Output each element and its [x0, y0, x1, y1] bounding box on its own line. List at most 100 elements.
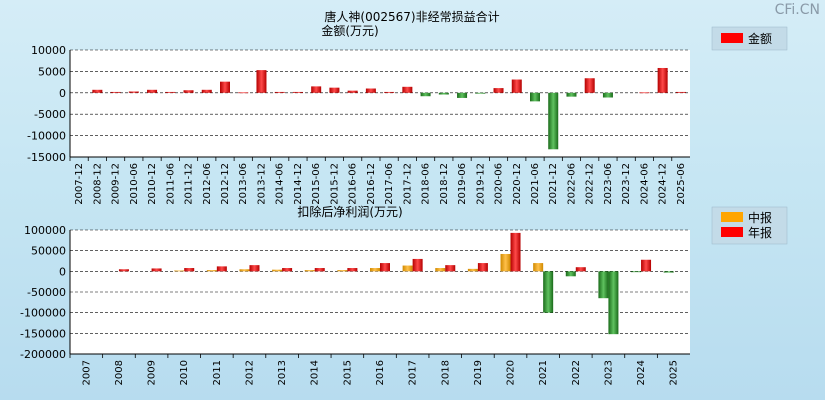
bar-年报-2009 — [151, 268, 162, 272]
bar-金额-2010-06 — [128, 91, 139, 93]
bar-年报-2016 — [380, 263, 390, 272]
bar-中报-2025 — [663, 271, 674, 273]
x-tick-label: 2023 — [603, 360, 614, 385]
bar-年报-2015 — [347, 268, 358, 272]
x-tick-label: 2011 — [212, 360, 223, 385]
bar-年报-2010 — [184, 268, 195, 272]
x-tick-label: 2014-06 — [275, 163, 286, 205]
chart2-subtitle: 扣除后净利润(万元) — [297, 204, 402, 219]
legend-label-amount: 金额 — [748, 31, 772, 46]
x-tick-label: 2020 — [506, 360, 517, 385]
x-tick-label: 2008-12 — [92, 163, 103, 205]
bar-金额-2024-12 — [657, 67, 668, 93]
x-tick-label: 2010-06 — [129, 163, 140, 205]
chart2-legend: 中报 年报 — [711, 206, 788, 245]
x-tick-label: 2015-06 — [311, 163, 322, 205]
x-tick-label: 2024-06 — [639, 163, 650, 205]
x-tick-label: 2010-12 — [147, 163, 158, 205]
x-tick-label: 2024 — [636, 360, 647, 385]
bar-中报-2016 — [370, 268, 380, 272]
chart1-subtitle: 金额(万元) — [321, 23, 378, 38]
bar-年报-2017 — [412, 258, 423, 272]
bar-中报-2013 — [272, 269, 283, 272]
x-tick-label: 2014-12 — [293, 163, 304, 205]
bar-中报-2021 — [533, 263, 544, 272]
chart1-legend: 金额 — [711, 26, 788, 51]
bar-金额-2014-06 — [274, 91, 285, 93]
x-tick-label: 2012-12 — [220, 163, 231, 205]
x-tick-label: 2016 — [375, 360, 386, 385]
x-tick-label: 2018-12 — [439, 163, 450, 205]
x-tick-label: 2014 — [310, 360, 321, 385]
bar-金额-2018-06 — [420, 92, 431, 97]
x-tick-label: 2012 — [244, 360, 255, 385]
y-tick-label: -10000 — [27, 130, 66, 143]
y-tick-label: 5000 — [38, 65, 66, 78]
bar-年报-2019 — [477, 263, 488, 272]
y-tick-label: 50000 — [31, 245, 66, 258]
bar-金额-2022-12 — [584, 78, 595, 93]
x-tick-label: 2021-12 — [548, 163, 559, 205]
bar-中报-2012 — [239, 269, 250, 272]
legend-swatch-amount — [721, 33, 743, 43]
y-tick-label: 0 — [59, 265, 66, 278]
bar-金额-2015-12 — [329, 87, 340, 93]
x-tick-label: 2020-12 — [512, 163, 523, 205]
bar-金额-2012-12 — [220, 81, 230, 93]
bar-金额-2016-12 — [365, 88, 376, 93]
x-tick-label: 2017-06 — [384, 163, 395, 205]
x-tick-label: 2022-12 — [585, 163, 596, 205]
bar-中报-2020 — [500, 253, 511, 272]
bar-年报-2008 — [118, 269, 129, 272]
bar-中报-2010 — [174, 270, 185, 272]
bar-年报-2021 — [543, 271, 554, 313]
bar-金额-2013-12 — [256, 70, 267, 93]
bar-中报-2023 — [598, 271, 609, 299]
bar-年报-2024 — [641, 259, 652, 272]
y-tick-label: -5000 — [34, 108, 66, 121]
bar-金额-2020-06 — [493, 88, 504, 93]
x-tick-label: 2008 — [114, 360, 125, 385]
bar-中报-2024 — [631, 271, 642, 273]
bar-年报-2012 — [249, 265, 260, 272]
x-tick-label: 2023-12 — [621, 163, 632, 205]
x-tick-label: 2018-06 — [421, 163, 432, 205]
bar-金额-2016-06 — [347, 90, 358, 93]
x-tick-label: 2019 — [473, 360, 484, 385]
x-tick-label: 2020-06 — [494, 163, 505, 205]
x-tick-label: 2016-12 — [366, 163, 377, 205]
bar-金额-2012-06 — [201, 89, 212, 93]
x-tick-label: 2019-12 — [475, 163, 486, 205]
x-tick-label: 2019-06 — [457, 163, 468, 205]
bar-金额-2019-06 — [457, 92, 468, 98]
bar-金额-2017-12 — [402, 86, 413, 93]
x-tick-label: 2025 — [669, 360, 680, 385]
x-tick-label: 2007-12 — [74, 163, 85, 205]
chart1-plot: 10000 5000 0 -5000 -10000 -15000 2007-12 2008-1… — [27, 44, 690, 205]
x-tick-label: 2023-06 — [603, 163, 614, 205]
y-tick-label: -50000 — [27, 286, 66, 299]
y-tick-label: -200000 — [20, 348, 66, 361]
bar-中报-2019 — [467, 268, 478, 272]
x-tick-label: 2018 — [440, 360, 451, 385]
legend-swatch-annual — [721, 227, 743, 237]
x-tick-label: 2009 — [147, 360, 158, 385]
bar-金额-2014-12 — [292, 91, 303, 93]
x-tick-label: 2016-06 — [348, 163, 359, 205]
legend-swatch-interim — [721, 212, 743, 222]
bar-金额-2017-06 — [384, 91, 395, 93]
bar-金额-2021-12 — [548, 92, 559, 150]
x-tick-label: 2017 — [408, 360, 419, 385]
y-tick-label: -15000 — [27, 151, 66, 164]
bar-金额-2020-12 — [511, 79, 522, 93]
y-tick-label: 10000 — [31, 44, 66, 57]
bar-年报-2023 — [608, 271, 619, 335]
bar-中报-2018 — [435, 268, 446, 272]
x-tick-label: 2021-06 — [530, 163, 541, 205]
x-tick-label: 2013 — [277, 360, 288, 385]
x-tick-label: 2022 — [571, 360, 582, 385]
bar-金额-2009-12 — [110, 91, 121, 93]
plot-area — [70, 50, 690, 157]
x-tick-label: 2010 — [179, 360, 190, 385]
